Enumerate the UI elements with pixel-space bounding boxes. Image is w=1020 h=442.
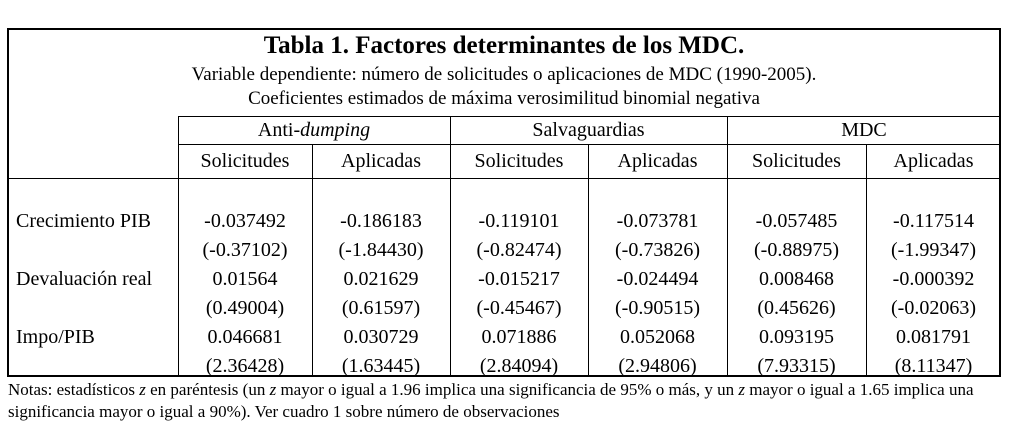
column-divider — [588, 144, 589, 375]
coefficient-cell: 0.081791 — [896, 326, 971, 348]
table-subtitle: Variable dependiente: número de solicitu… — [191, 64, 817, 85]
coefficient-cell: -0.015217 — [478, 268, 560, 290]
divider — [9, 178, 999, 179]
coefficient-cell: -0.117514 — [893, 210, 974, 232]
coefficient-cell: -0.119101 — [478, 210, 560, 232]
z-stat-cell: (2.36428) — [205, 355, 285, 377]
group-header: Anti-dumping — [257, 119, 371, 141]
z-stat-cell: (-0.82474) — [476, 239, 562, 261]
coefficient-cell: -0.037492 — [204, 210, 286, 232]
column-divider — [450, 116, 451, 375]
coefficient-cell: 0.071886 — [481, 326, 557, 348]
z-stat-cell: (0.49004) — [205, 297, 285, 319]
coefficient-cell: 0.021629 — [343, 268, 419, 290]
column-header: Aplicadas — [893, 150, 974, 172]
z-stat-cell: (-0.90515) — [615, 297, 700, 319]
column-header: Solicitudes — [474, 150, 564, 172]
z-stat-cell: (-0.73826) — [615, 239, 700, 261]
coefficient-cell: 0.030729 — [343, 326, 419, 348]
z-stat-cell: (-0.88975) — [754, 239, 839, 261]
coefficient-cell: 0.008468 — [759, 268, 834, 290]
column-header: Solicitudes — [200, 150, 290, 172]
coefficient-cell: -0.024494 — [616, 268, 699, 290]
coefficient-cell: 0.093195 — [759, 326, 834, 348]
coefficient-cell: -0.000392 — [892, 268, 975, 290]
coefficient-cell: -0.057485 — [755, 210, 838, 232]
z-stat-cell: (0.61597) — [341, 297, 421, 319]
column-divider — [866, 144, 867, 375]
table-subtitle-2: Coeficientes estimados de máxima verosim… — [248, 88, 760, 109]
z-stat-cell: (-0.45467) — [476, 297, 562, 319]
group-header: Salvaguardias — [532, 119, 645, 141]
z-stat-cell: (2.84094) — [479, 355, 559, 377]
row-label: Impo/PIB — [16, 326, 95, 348]
z-stat-cell: (2.94806) — [618, 355, 697, 377]
coefficient-cell: 0.052068 — [620, 326, 695, 348]
coefficient-cell: 0.046681 — [207, 326, 283, 348]
z-stat-cell: (1.63445) — [341, 355, 421, 377]
z-stat-cell: (-0.02063) — [891, 297, 976, 319]
coefficient-cell: -0.186183 — [340, 210, 422, 232]
z-stat-cell: (0.45626) — [757, 297, 836, 319]
column-header: Aplicadas — [617, 150, 698, 172]
z-stat-cell: (-1.84430) — [338, 239, 424, 261]
table-title: Tabla 1. Factores determinantes de los M… — [263, 32, 745, 59]
column-divider — [312, 144, 313, 375]
table-notes: Notas: estadísticos z en paréntesis (un … — [8, 380, 974, 421]
row-label: Crecimiento PIB — [16, 210, 151, 232]
z-stat-cell: (-0.37102) — [202, 239, 288, 261]
column-header: Solicitudes — [752, 150, 841, 172]
group-header: MDC — [841, 119, 887, 141]
coefficient-cell: 0.01564 — [212, 268, 278, 290]
column-divider — [727, 116, 728, 375]
z-stat-cell: (7.93315) — [757, 355, 836, 377]
results-table: Tabla 1. Factores determinantes de los M… — [7, 28, 1001, 377]
z-stat-cell: (-1.99347) — [891, 239, 976, 261]
coefficient-cell: -0.073781 — [616, 210, 699, 232]
row-label: Devaluación real — [16, 268, 153, 290]
column-header: Aplicadas — [341, 150, 421, 172]
z-stat-cell: (8.11347) — [894, 355, 973, 377]
column-divider — [178, 116, 179, 375]
divider — [178, 116, 999, 117]
